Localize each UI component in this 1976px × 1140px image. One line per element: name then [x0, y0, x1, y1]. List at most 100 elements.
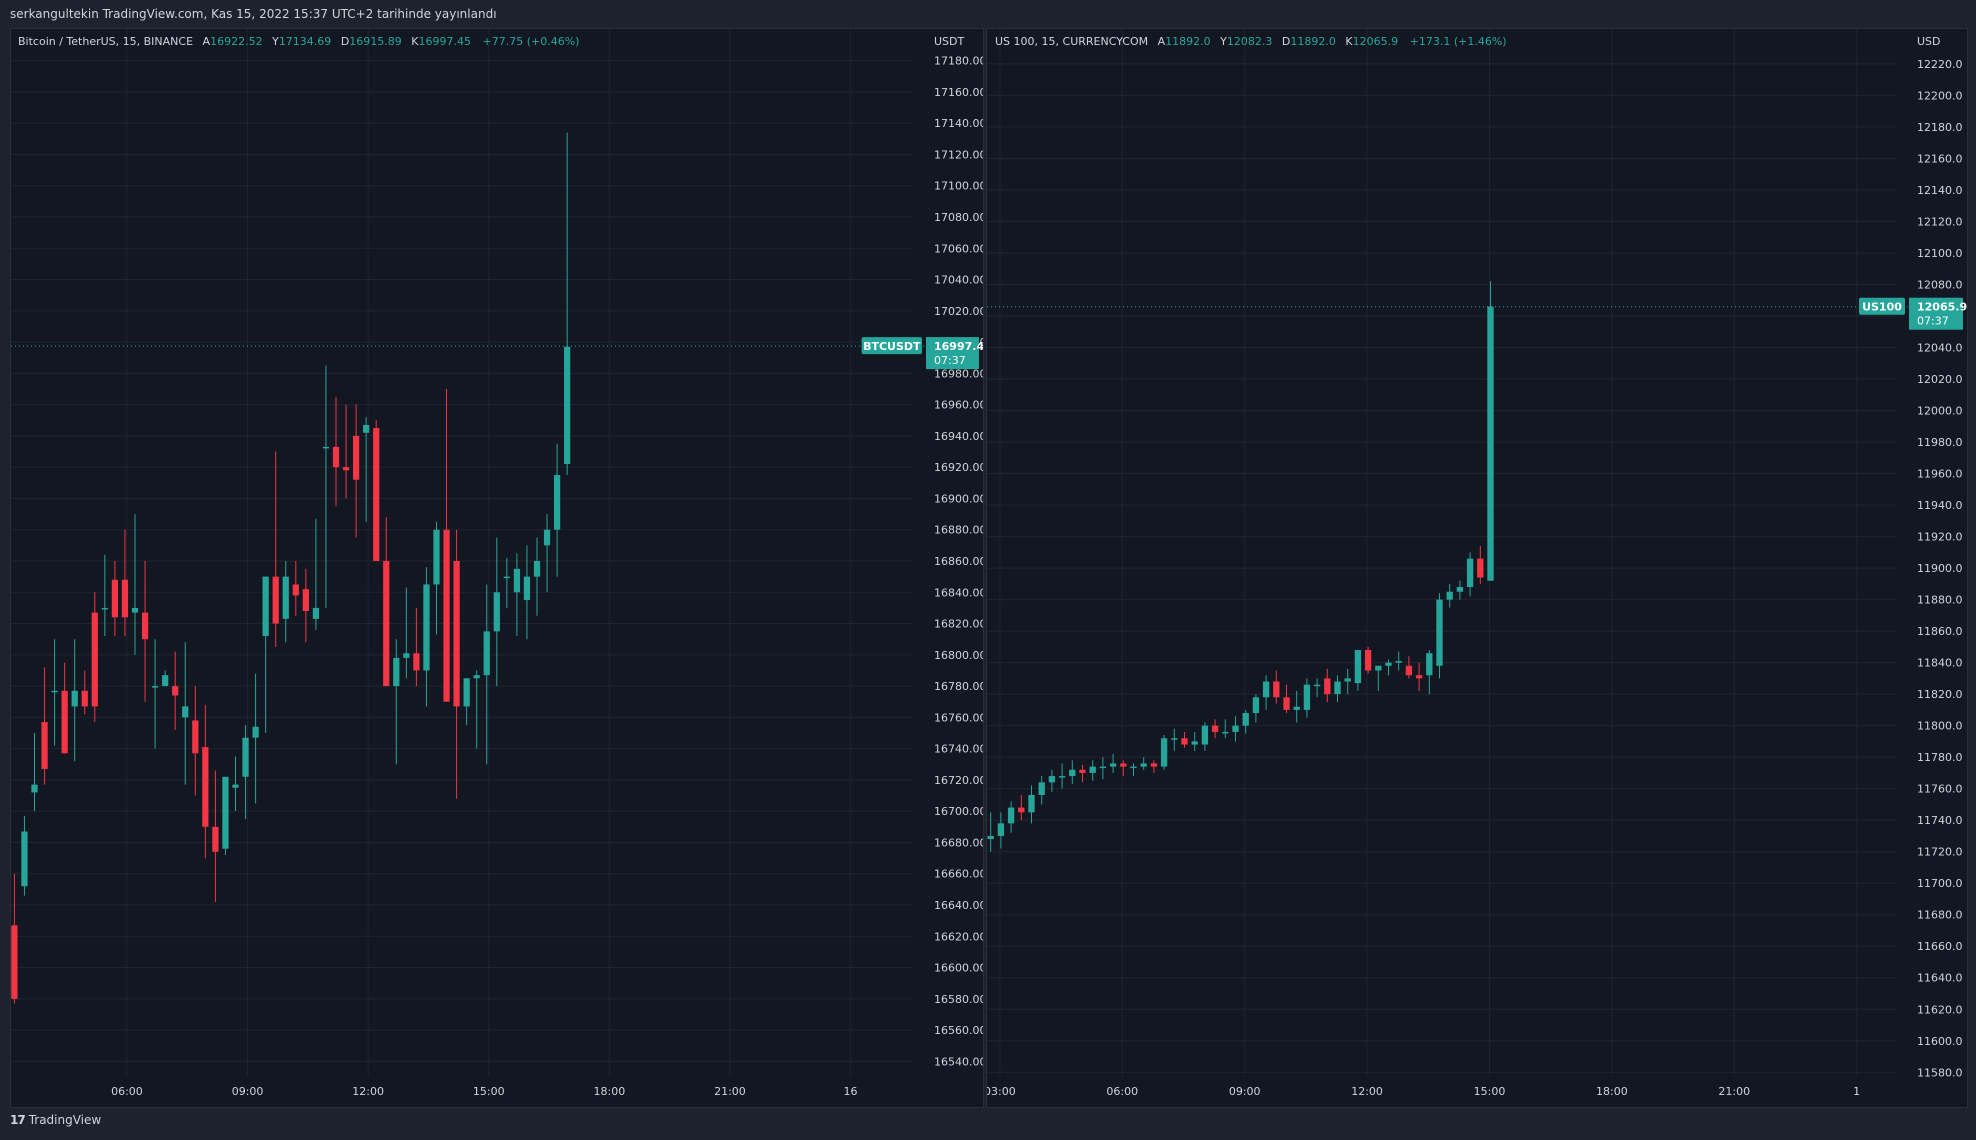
low-value: 11892.0 [1290, 35, 1336, 48]
low-value: 16915.89 [349, 35, 402, 48]
candle-body [212, 826, 219, 852]
brand-label: TradingView [28, 1113, 102, 1127]
candle-body [192, 720, 199, 754]
y-tick-label: 11760.0 [1917, 783, 1963, 796]
y-tick-label: 11720.0 [1917, 846, 1963, 859]
candle-body [423, 584, 430, 671]
candle-body [1232, 725, 1239, 732]
low-label: D [1281, 35, 1291, 48]
price-badge-countdown: 07:37 [934, 354, 966, 367]
x-tick-label: 12:00 [352, 1085, 384, 1098]
candle-body [1426, 653, 1433, 676]
candle-body [302, 589, 309, 612]
candle-body [987, 835, 994, 840]
candle-body [342, 467, 350, 471]
btc-chart-panel[interactable]: Bitcoin / TetherUS, 15, BINANCE A16922.5… [10, 28, 984, 1108]
us100-chart-panel[interactable]: US 100, 15, CURRENCYCOM A11892.0 Y12082.… [986, 28, 1968, 1108]
y-tick-label: 11660.0 [1917, 940, 1963, 953]
candle-body [222, 776, 229, 849]
candle-body [1099, 766, 1107, 769]
us100-candlestick-chart[interactable]: 11580.0 11600.0 11620.0 11640.0 11660.0 11680… [987, 29, 1967, 1107]
y-tick-label: 16620.00 [934, 930, 983, 943]
symbol-badge-label: US100 [1862, 301, 1902, 314]
high-label: Y [272, 35, 279, 48]
candle-body [242, 737, 249, 777]
candle-body [1375, 665, 1382, 671]
price-badge-value: 16997.45 [934, 340, 983, 353]
candle-body [272, 576, 279, 624]
y-tick-label: 16820.00 [934, 618, 983, 631]
candle-body [31, 784, 38, 793]
footer-brand[interactable]: 17 TradingView [10, 1113, 101, 1127]
candle-body [151, 686, 159, 688]
candle-body [393, 657, 400, 687]
candle-body [1130, 766, 1137, 769]
y-tick-label: 16560.00 [934, 1024, 983, 1037]
candle-body [352, 435, 360, 480]
close-value: 16997.45 [418, 35, 472, 48]
candle-body [1446, 591, 1453, 600]
candle-body [1415, 675, 1423, 679]
high-label: Y [1220, 35, 1227, 48]
y-tick-label: 16760.00 [934, 711, 983, 724]
candle-body [332, 446, 340, 468]
open-value: 16922.52 [210, 35, 263, 48]
y-tick-label: 11940.0 [1917, 499, 1963, 512]
x-tick-label: 16 [844, 1085, 858, 1098]
us100-symbol-title[interactable]: US 100, 15, CURRENCYCOM [995, 35, 1149, 48]
y-tick-label: 11980.0 [1917, 436, 1963, 449]
candle-body [131, 607, 139, 613]
x-tick-label: 18:00 [1596, 1085, 1628, 1098]
candle-body [1069, 769, 1076, 777]
candle-body [1385, 662, 1392, 666]
candle-body [1354, 650, 1362, 684]
btc-symbol-title[interactable]: Bitcoin / TetherUS, 15, BINANCE [18, 35, 194, 48]
x-tick-label: 09:00 [1229, 1085, 1261, 1098]
tradingview-logo-icon: 17 [10, 1113, 26, 1127]
candle-body [1456, 586, 1464, 592]
x-tick-label: 21:00 [1718, 1085, 1750, 1098]
y-tick-label: 16540.00 [934, 1055, 983, 1068]
btc-legend: Bitcoin / TetherUS, 15, BINANCE A16922.5… [18, 35, 579, 48]
candle-body [1324, 678, 1331, 695]
candle-body [1160, 738, 1168, 767]
y-tick-label: 16960.00 [934, 399, 983, 412]
y-tick-label: 12220.0 [1917, 58, 1963, 71]
candle-body [1089, 766, 1096, 773]
y-tick-label: 16940.00 [934, 430, 983, 443]
candle-body [1436, 599, 1443, 666]
btc-candlestick-chart[interactable]: 16540.00 16560.00 16580.00 16600.00 16620.00… [11, 29, 983, 1107]
candle-body [483, 631, 490, 676]
y-tick-label: 16660.00 [934, 868, 983, 881]
candle-body [101, 607, 108, 610]
y-tick-label: 17060.00 [934, 242, 983, 255]
candle-body [1028, 794, 1035, 813]
y-tick-label: 12120.0 [1917, 215, 1963, 228]
y-tick-label: 12140.0 [1917, 184, 1963, 197]
y-tick-label: 12180.0 [1917, 121, 1963, 134]
candle-body [1334, 681, 1341, 695]
y-tick-label: 17100.00 [934, 180, 983, 193]
candle-body [997, 823, 1005, 836]
candle-body [433, 529, 440, 585]
candle-body [1038, 782, 1045, 795]
candle-body [553, 475, 561, 530]
y-tick-label: 17140.00 [934, 117, 983, 130]
y-tick-label: 11640.0 [1917, 972, 1963, 985]
symbol-badge [1859, 297, 1905, 315]
candle-body [1211, 725, 1219, 732]
candle-body [71, 690, 78, 707]
y-tick-label: 11920.0 [1917, 531, 1963, 544]
y-tick-label: 16580.00 [934, 993, 983, 1006]
candle-body [202, 747, 209, 827]
candle-body [141, 612, 149, 640]
open-label: A [202, 35, 211, 48]
candle-body [1018, 807, 1025, 813]
x-tick-label: 03:00 [987, 1085, 1016, 1098]
y-tick-label: 17160.00 [934, 86, 983, 99]
y-tick-label: 12080.0 [1917, 278, 1963, 291]
candle-body [453, 561, 460, 707]
candle-body [1395, 661, 1402, 663]
change-value: +77.75 (+0.46%) [482, 35, 580, 48]
candle-body [262, 576, 269, 637]
